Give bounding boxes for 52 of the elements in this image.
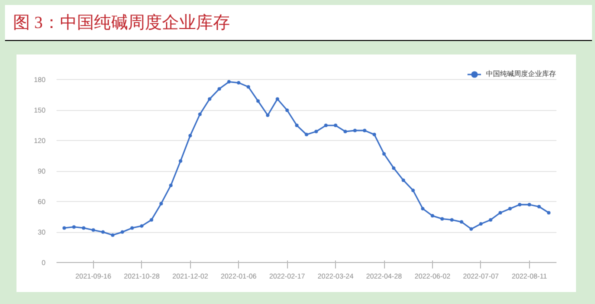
point — [159, 202, 163, 206]
point — [188, 134, 192, 138]
point — [450, 218, 454, 222]
point — [498, 211, 502, 214]
point — [208, 97, 212, 101]
point — [227, 80, 231, 84]
point — [256, 99, 260, 103]
point — [430, 214, 434, 218]
point — [101, 230, 105, 234]
point — [178, 159, 182, 163]
point — [266, 114, 270, 118]
point — [372, 132, 376, 136]
point — [169, 184, 173, 188]
point — [130, 226, 134, 230]
point — [236, 81, 240, 85]
point — [460, 220, 464, 224]
point — [528, 202, 532, 206]
point — [218, 87, 222, 91]
point — [518, 202, 522, 206]
point — [324, 124, 328, 128]
point — [488, 218, 492, 222]
point — [314, 130, 318, 134]
point — [362, 128, 366, 132]
point — [479, 222, 483, 226]
point — [402, 178, 406, 182]
point — [120, 230, 124, 234]
point — [344, 130, 348, 134]
point — [295, 124, 299, 128]
point — [304, 132, 308, 136]
point — [246, 85, 250, 89]
point — [421, 206, 425, 210]
point — [72, 225, 76, 229]
point — [110, 233, 114, 237]
point — [440, 217, 444, 221]
point — [392, 166, 396, 170]
point — [276, 97, 280, 101]
point — [537, 204, 541, 208]
point — [140, 224, 144, 228]
point — [82, 226, 86, 230]
point — [62, 226, 66, 230]
point — [150, 218, 154, 222]
point — [382, 152, 386, 156]
point — [411, 188, 415, 192]
point — [508, 206, 512, 210]
point — [198, 112, 202, 116]
point — [469, 227, 473, 231]
point — [353, 128, 357, 132]
point — [285, 108, 289, 112]
chart-title: 图 3：中国纯碱周度企业库存 — [13, 12, 230, 34]
point — [92, 228, 96, 232]
point — [547, 211, 550, 214]
point — [334, 124, 338, 128]
